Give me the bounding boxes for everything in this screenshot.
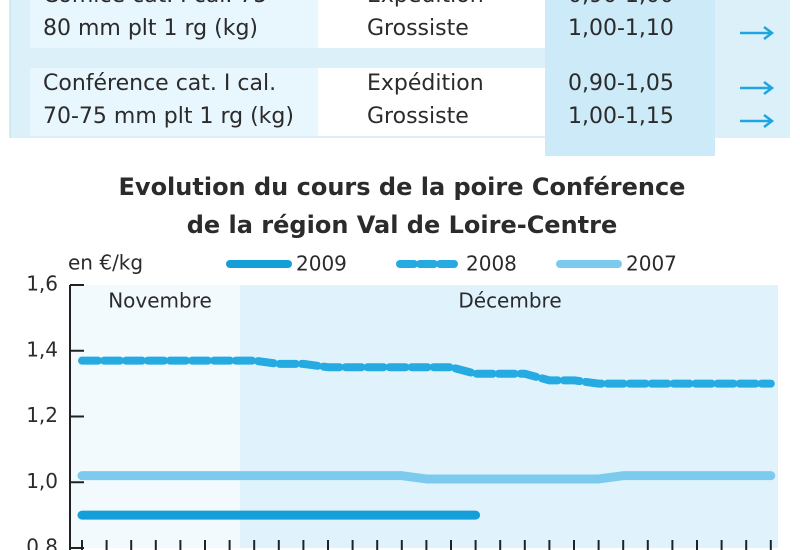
trend-arrow bbox=[740, 114, 775, 128]
y-unit: en €/kg bbox=[68, 251, 143, 275]
market-cell bbox=[318, 0, 545, 48]
legend-label: 2007 bbox=[626, 252, 677, 276]
product-text: Comice cat. I cal. 75- bbox=[43, 0, 275, 8]
product-cell bbox=[30, 0, 318, 48]
y-tick-label: 1,0 bbox=[26, 469, 58, 493]
series-line bbox=[78, 356, 775, 388]
period-label: Novembre bbox=[108, 289, 212, 313]
series-line bbox=[77, 471, 776, 484]
chart-title: de la région Val de Loire-Centre bbox=[187, 211, 618, 239]
y-tick-label: 0,8 bbox=[26, 535, 58, 550]
price-text: 1,00-1,10 bbox=[568, 16, 674, 41]
plot-bg-december bbox=[240, 285, 778, 548]
market-cell bbox=[318, 68, 545, 136]
y-tick-label: 1,6 bbox=[26, 272, 58, 296]
product-text: Conférence cat. I cal. bbox=[43, 71, 276, 96]
market-text: Grossiste bbox=[367, 104, 469, 129]
y-tick-label: 1,4 bbox=[26, 337, 58, 361]
product-text: 80 mm plt 1 rg (kg) bbox=[43, 16, 258, 41]
y-tick-label: 1,2 bbox=[26, 403, 58, 427]
trend-arrow bbox=[740, 81, 775, 95]
trend-arrow bbox=[740, 26, 775, 40]
product-cell bbox=[30, 68, 318, 136]
market-text: Grossiste bbox=[367, 16, 469, 41]
market-text: Expédition bbox=[367, 71, 484, 96]
legend-label: 2009 bbox=[296, 252, 347, 276]
legend-label: 2008 bbox=[466, 252, 517, 276]
period-label: Décembre bbox=[458, 289, 561, 313]
price-text: 0,90-1,00 bbox=[568, 0, 674, 8]
price-text: 0,90-1,05 bbox=[568, 71, 674, 96]
chart-title: Evolution du cours de la poire Conférenc… bbox=[119, 173, 686, 201]
price-cell bbox=[545, 0, 715, 68]
plot-bg-november bbox=[70, 285, 240, 548]
price-text: 1,00-1,15 bbox=[568, 104, 674, 129]
market-text: Expédition bbox=[367, 0, 484, 8]
price-cell bbox=[545, 58, 715, 156]
product-text: 70-75 mm plt 1 rg (kg) bbox=[43, 104, 294, 129]
